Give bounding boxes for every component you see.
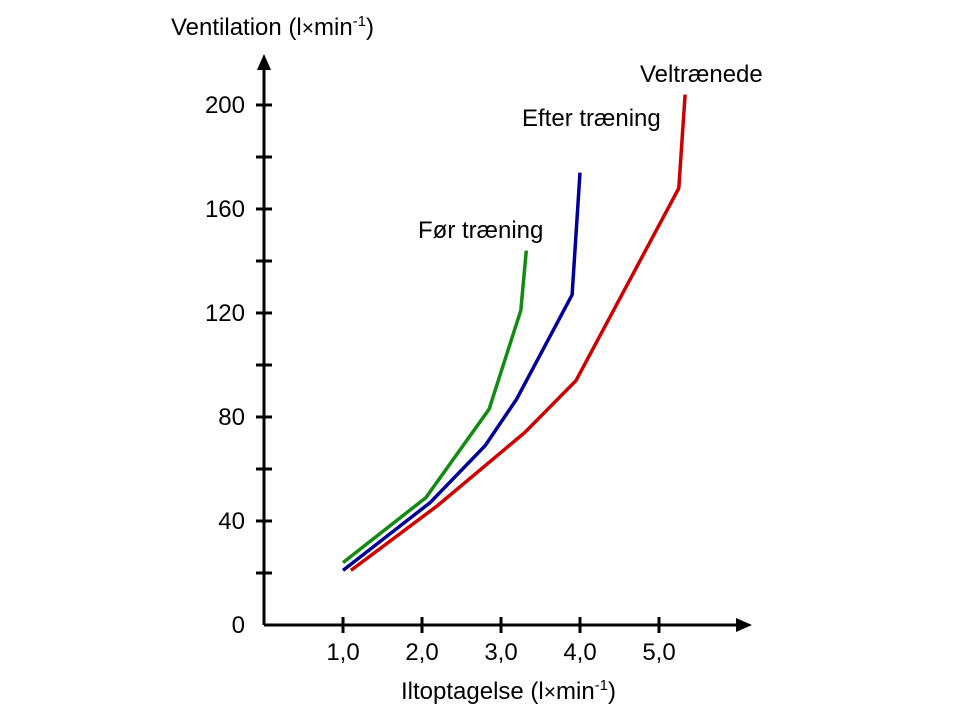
- y-axis-title: Ventilation (l×min-1): [171, 14, 374, 42]
- series-label-foer-traening: Før træning: [418, 217, 544, 244]
- y-tick-label: 120: [205, 300, 245, 327]
- x-ticks: 1,0 2,0 3,0 4,0 5,0: [326, 617, 676, 666]
- x-tick-label: 5,0: [642, 639, 675, 666]
- series-line-efter-traening: [341, 172, 582, 572]
- y-axis-title-superscript: -1: [352, 13, 367, 30]
- x-axis-title: Iltoptagelse (l×min-1): [401, 678, 616, 706]
- series-label-efter-traening: Efter træning: [522, 105, 661, 132]
- x-tick-label: 1,0: [326, 639, 359, 666]
- series-line-veltraenede: [349, 94, 687, 572]
- x-axis-title-close: ): [608, 678, 617, 705]
- y-axis-title-text: Ventilation (l: [171, 14, 302, 41]
- series-label-veltraenede: Veltrænede: [640, 61, 763, 88]
- y-axis-title-times: ×: [301, 17, 315, 40]
- y-tick-label: 0: [232, 612, 245, 639]
- chart-axes: [257, 54, 752, 632]
- y-axis-arrow-icon: [257, 54, 271, 70]
- x-axis-title-text: Iltoptagelse (l: [401, 678, 544, 705]
- series-line-foer-traening: [341, 250, 529, 564]
- x-tick-label: 2,0: [405, 639, 438, 666]
- x-axis-arrow-icon: [736, 618, 752, 632]
- x-axis-title-times: ×: [543, 681, 557, 704]
- y-tick-label: 80: [218, 404, 245, 431]
- y-axis-title-close: ): [366, 14, 375, 41]
- x-axis-title-superscript: -1: [594, 677, 609, 694]
- x-axis-title-unit: min: [556, 678, 595, 705]
- data-lines: [341, 94, 687, 572]
- y-ticks: 0 40 80 120 160 200: [205, 92, 272, 639]
- y-tick-label: 160: [205, 196, 245, 223]
- x-tick-label: 4,0: [563, 639, 596, 666]
- y-tick-label: 200: [205, 92, 245, 119]
- y-tick-label: 40: [218, 508, 245, 535]
- y-axis-title-unit: min: [314, 14, 353, 41]
- x-tick-label: 3,0: [484, 639, 517, 666]
